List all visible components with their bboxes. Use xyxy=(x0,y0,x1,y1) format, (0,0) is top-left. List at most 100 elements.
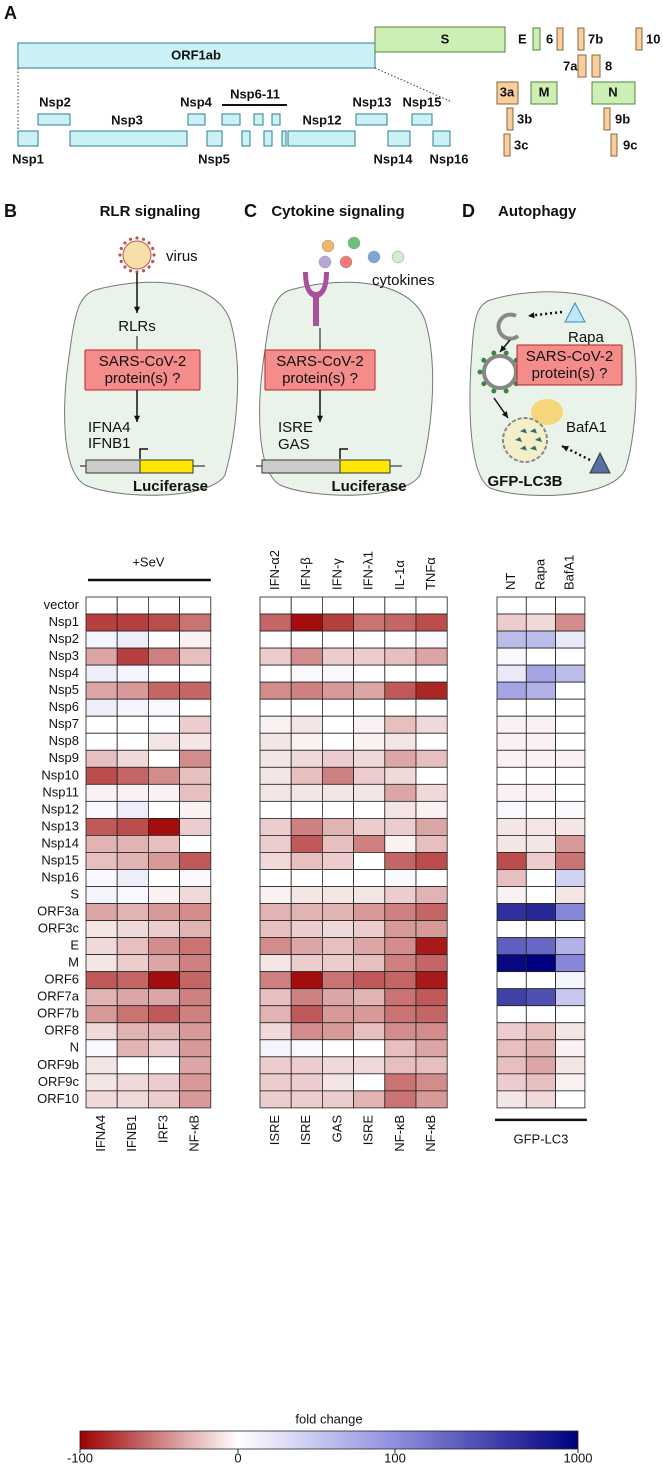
row-label: Nsp10 xyxy=(41,767,79,782)
heatmap-cell xyxy=(555,835,586,853)
heatmap-cell xyxy=(85,630,118,649)
heatmap-cell xyxy=(525,1022,556,1041)
heatmap-cell xyxy=(496,800,527,819)
label: 7b xyxy=(588,31,603,46)
heatmap-cell xyxy=(321,749,354,768)
heatmap-cell xyxy=(85,1039,118,1058)
heatmap-cell xyxy=(525,664,556,683)
heatmap-cell xyxy=(116,920,149,939)
heatmap-cell xyxy=(353,732,386,751)
heatmap-cell xyxy=(321,698,354,717)
heatmap-cell xyxy=(321,869,354,887)
heatmap-cell xyxy=(415,1090,448,1109)
heatmap-cell xyxy=(147,1039,180,1058)
spike xyxy=(152,253,156,257)
heatmap-cell xyxy=(415,903,448,921)
heatmap-cell xyxy=(353,749,386,768)
heatmap-cell xyxy=(259,664,292,683)
heatmap-cell xyxy=(353,664,386,683)
row-label: ORF3a xyxy=(37,903,80,918)
heatmap-cell xyxy=(179,920,212,939)
heatmap-cell xyxy=(259,886,292,904)
heatmap-cell xyxy=(353,800,386,819)
heatmap-cell xyxy=(555,766,586,785)
heatmap-cell xyxy=(525,715,556,734)
heatmap-cell xyxy=(384,835,417,853)
heatmap-cell xyxy=(179,1022,212,1041)
heatmap-cell xyxy=(321,852,354,870)
heatmap-cell xyxy=(290,1056,323,1075)
gfp-dot xyxy=(481,381,487,387)
reporter-label: GFP-LC3 xyxy=(513,1131,568,1146)
label: 8 xyxy=(605,58,612,73)
heatmap-cell xyxy=(321,732,354,751)
heatmap-cell xyxy=(290,664,323,683)
heatmap-cell xyxy=(353,596,386,615)
heatmap-cell xyxy=(290,1005,323,1024)
spike xyxy=(128,237,133,241)
heatmap-cell xyxy=(290,988,323,1007)
heatmap-cell xyxy=(415,937,448,956)
column-label: IFN-β xyxy=(298,557,313,590)
heatmap-cell xyxy=(85,1056,118,1075)
label: 10 xyxy=(646,31,660,46)
gfp-dot xyxy=(503,350,509,356)
heatmap-cell xyxy=(384,886,417,904)
heatmap-cell xyxy=(415,783,448,802)
heatmap-cell xyxy=(290,613,323,632)
heatmap-cell xyxy=(147,783,180,802)
cell xyxy=(469,291,637,496)
heatmap-cell xyxy=(179,1073,212,1092)
heatmap-cell xyxy=(555,817,586,836)
heatmap-cell xyxy=(147,681,180,700)
heatmap-cell xyxy=(290,971,323,990)
heatmap-cell xyxy=(259,749,292,768)
row-label: Nsp15 xyxy=(41,852,79,867)
heatmap-cell xyxy=(259,1039,292,1058)
heatmap-cell xyxy=(555,783,586,802)
protein-box xyxy=(516,344,623,386)
heatmap-cell xyxy=(525,869,556,887)
spike xyxy=(151,246,155,251)
autolysosome xyxy=(502,417,548,463)
row-label: Nsp6 xyxy=(49,699,79,714)
heatmap-cell xyxy=(525,800,556,819)
row-label: Nsp5 xyxy=(49,682,79,697)
heatmap-cell xyxy=(321,647,354,666)
heatmap-cell xyxy=(290,1073,323,1092)
cytokine xyxy=(347,236,361,250)
label: 9c xyxy=(623,137,637,152)
heatmap-cell xyxy=(555,596,586,615)
heatmap-cell xyxy=(525,937,556,956)
label: Nsp3 xyxy=(111,112,143,127)
heatmap-cell xyxy=(525,1090,556,1109)
heatmap-cell xyxy=(384,766,417,785)
heatmap-cell xyxy=(555,630,586,649)
heatmap-cell xyxy=(496,971,527,990)
heatmap-cell xyxy=(525,749,556,768)
heatmap-cell xyxy=(525,783,556,802)
heatmap-cell xyxy=(353,954,386,973)
label: SARS-CoV-2 xyxy=(99,353,187,370)
heatmap-cell xyxy=(384,937,417,956)
nsp-box xyxy=(206,130,223,147)
heatmap-cell xyxy=(555,1039,586,1058)
heatmap-cell xyxy=(384,954,417,973)
gfp-dot xyxy=(481,357,487,363)
gene-box xyxy=(603,107,611,131)
row-label: ORF8 xyxy=(44,1023,79,1038)
row-label: Nsp13 xyxy=(41,818,79,833)
heatmap-cell xyxy=(116,869,149,887)
heatmap-cell xyxy=(179,613,212,632)
heatmap-cell xyxy=(259,920,292,939)
label: E xyxy=(518,31,527,46)
label: Nsp12 xyxy=(302,112,341,127)
heatmap-cell xyxy=(259,715,292,734)
heatmap-cell xyxy=(525,971,556,990)
label: Nsp4 xyxy=(180,94,213,109)
heatmap-cell xyxy=(290,749,323,768)
row-label: Nsp11 xyxy=(42,784,79,799)
heatmap-cell xyxy=(147,1073,180,1092)
heatmap-cell xyxy=(259,1073,292,1092)
heatmap-cell xyxy=(321,971,354,990)
